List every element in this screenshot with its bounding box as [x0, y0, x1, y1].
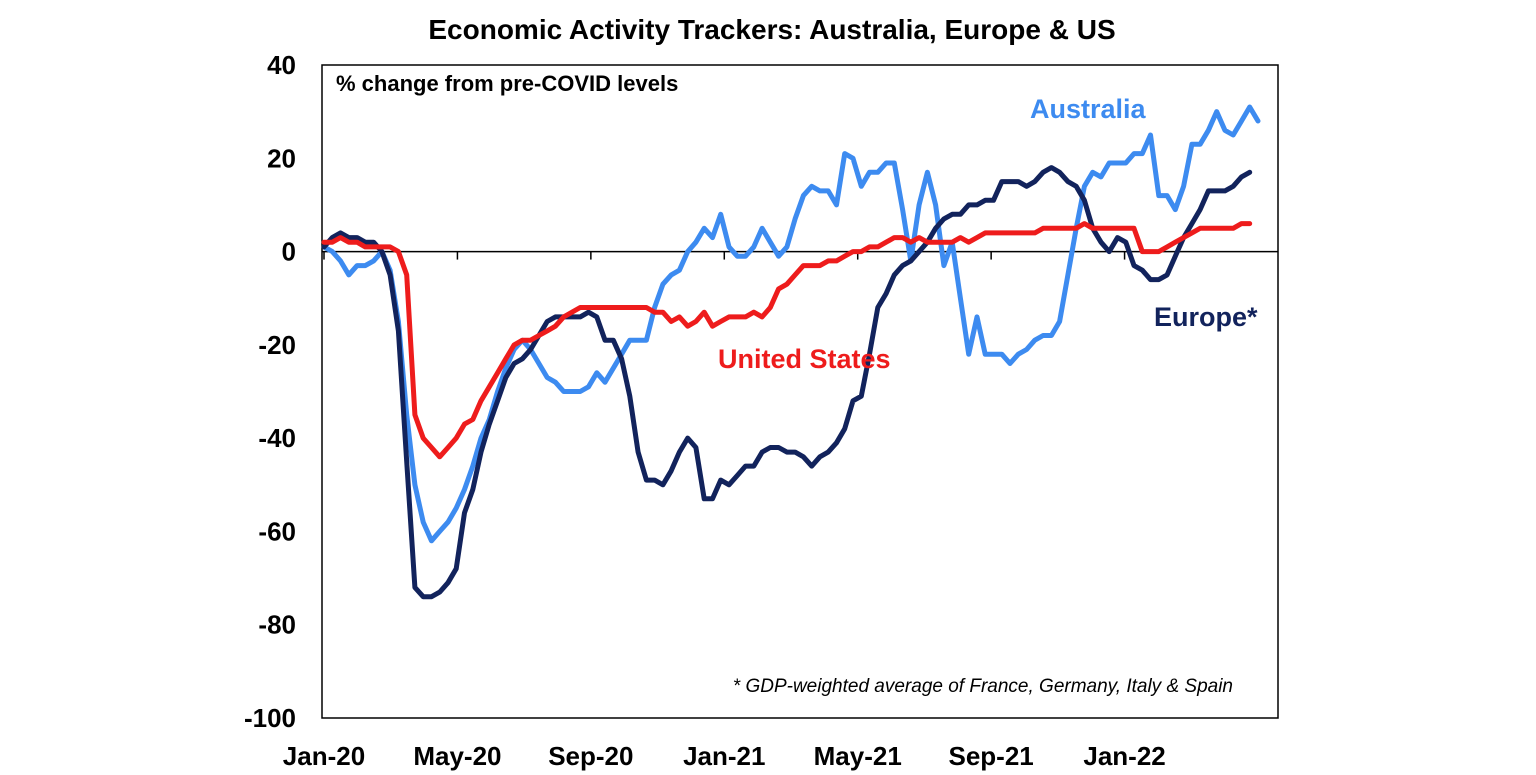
y-tick-label: -80	[258, 610, 296, 640]
series-label-europe: Europe*	[1154, 302, 1258, 332]
y-tick-label: 40	[267, 50, 296, 80]
x-tick-label: May-21	[814, 741, 902, 771]
series-line-australia	[321, 104, 1261, 544]
y-tick-label: -40	[258, 423, 296, 453]
x-tick-label: Sep-20	[548, 741, 633, 771]
chart-title: Economic Activity Trackers: Australia, E…	[428, 14, 1115, 45]
x-tick-label: Jan-21	[683, 741, 765, 771]
y-tick-label: -60	[258, 516, 296, 546]
chart-footnote: * GDP-weighted average of France, German…	[733, 676, 1233, 697]
x-axis-ticks: Jan-20 May-20 Sep-20 Jan-21 May-21 Sep-21 Jan-…	[283, 251, 1166, 771]
series-label-australia: Australia	[1030, 94, 1147, 124]
chart-subtitle: % change from pre-COVID levels	[336, 71, 678, 96]
x-tick-label: May-20	[413, 741, 501, 771]
series-label-united-states: United States	[718, 344, 891, 374]
x-tick-label: Jan-20	[283, 741, 365, 771]
y-axis-ticks: 40 20 0 -20 -40 -60 -80 -100	[244, 50, 296, 733]
y-tick-label: -100	[244, 703, 296, 733]
series-line-united-states	[321, 221, 1253, 460]
plot-frame	[321, 64, 1279, 719]
x-tick-label: Jan-22	[1083, 741, 1165, 771]
y-tick-label: 20	[267, 143, 296, 173]
x-tick-label: Sep-21	[949, 741, 1034, 771]
series-line-europe	[321, 165, 1253, 600]
y-tick-label: -20	[258, 330, 296, 360]
series-lines	[321, 104, 1261, 600]
y-tick-label: 0	[282, 237, 296, 267]
